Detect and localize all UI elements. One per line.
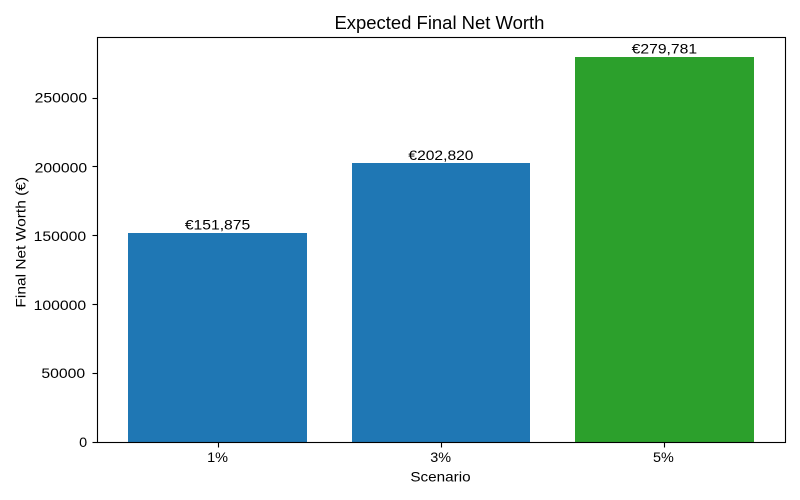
svg-text:€279,781: €279,781 <box>632 41 698 57</box>
svg-text:€151,875: €151,875 <box>185 217 251 233</box>
svg-text:250000: 250000 <box>35 90 88 106</box>
svg-text:100000: 100000 <box>34 297 87 313</box>
svg-text:Scenario: Scenario <box>410 469 471 485</box>
svg-text:200000: 200000 <box>35 159 88 175</box>
svg-text:3%: 3% <box>430 449 451 465</box>
svg-text:50000: 50000 <box>41 365 85 381</box>
svg-text:1%: 1% <box>207 449 228 465</box>
svg-text:€202,820: €202,820 <box>408 147 473 163</box>
svg-text:Expected Final Net Worth: Expected Final Net Worth <box>334 12 544 33</box>
svg-text:5%: 5% <box>653 449 674 465</box>
svg-text:150000: 150000 <box>34 228 87 244</box>
svg-text:Final Net Worth (€): Final Net Worth (€) <box>13 177 29 308</box>
svg-text:0: 0 <box>79 434 87 450</box>
